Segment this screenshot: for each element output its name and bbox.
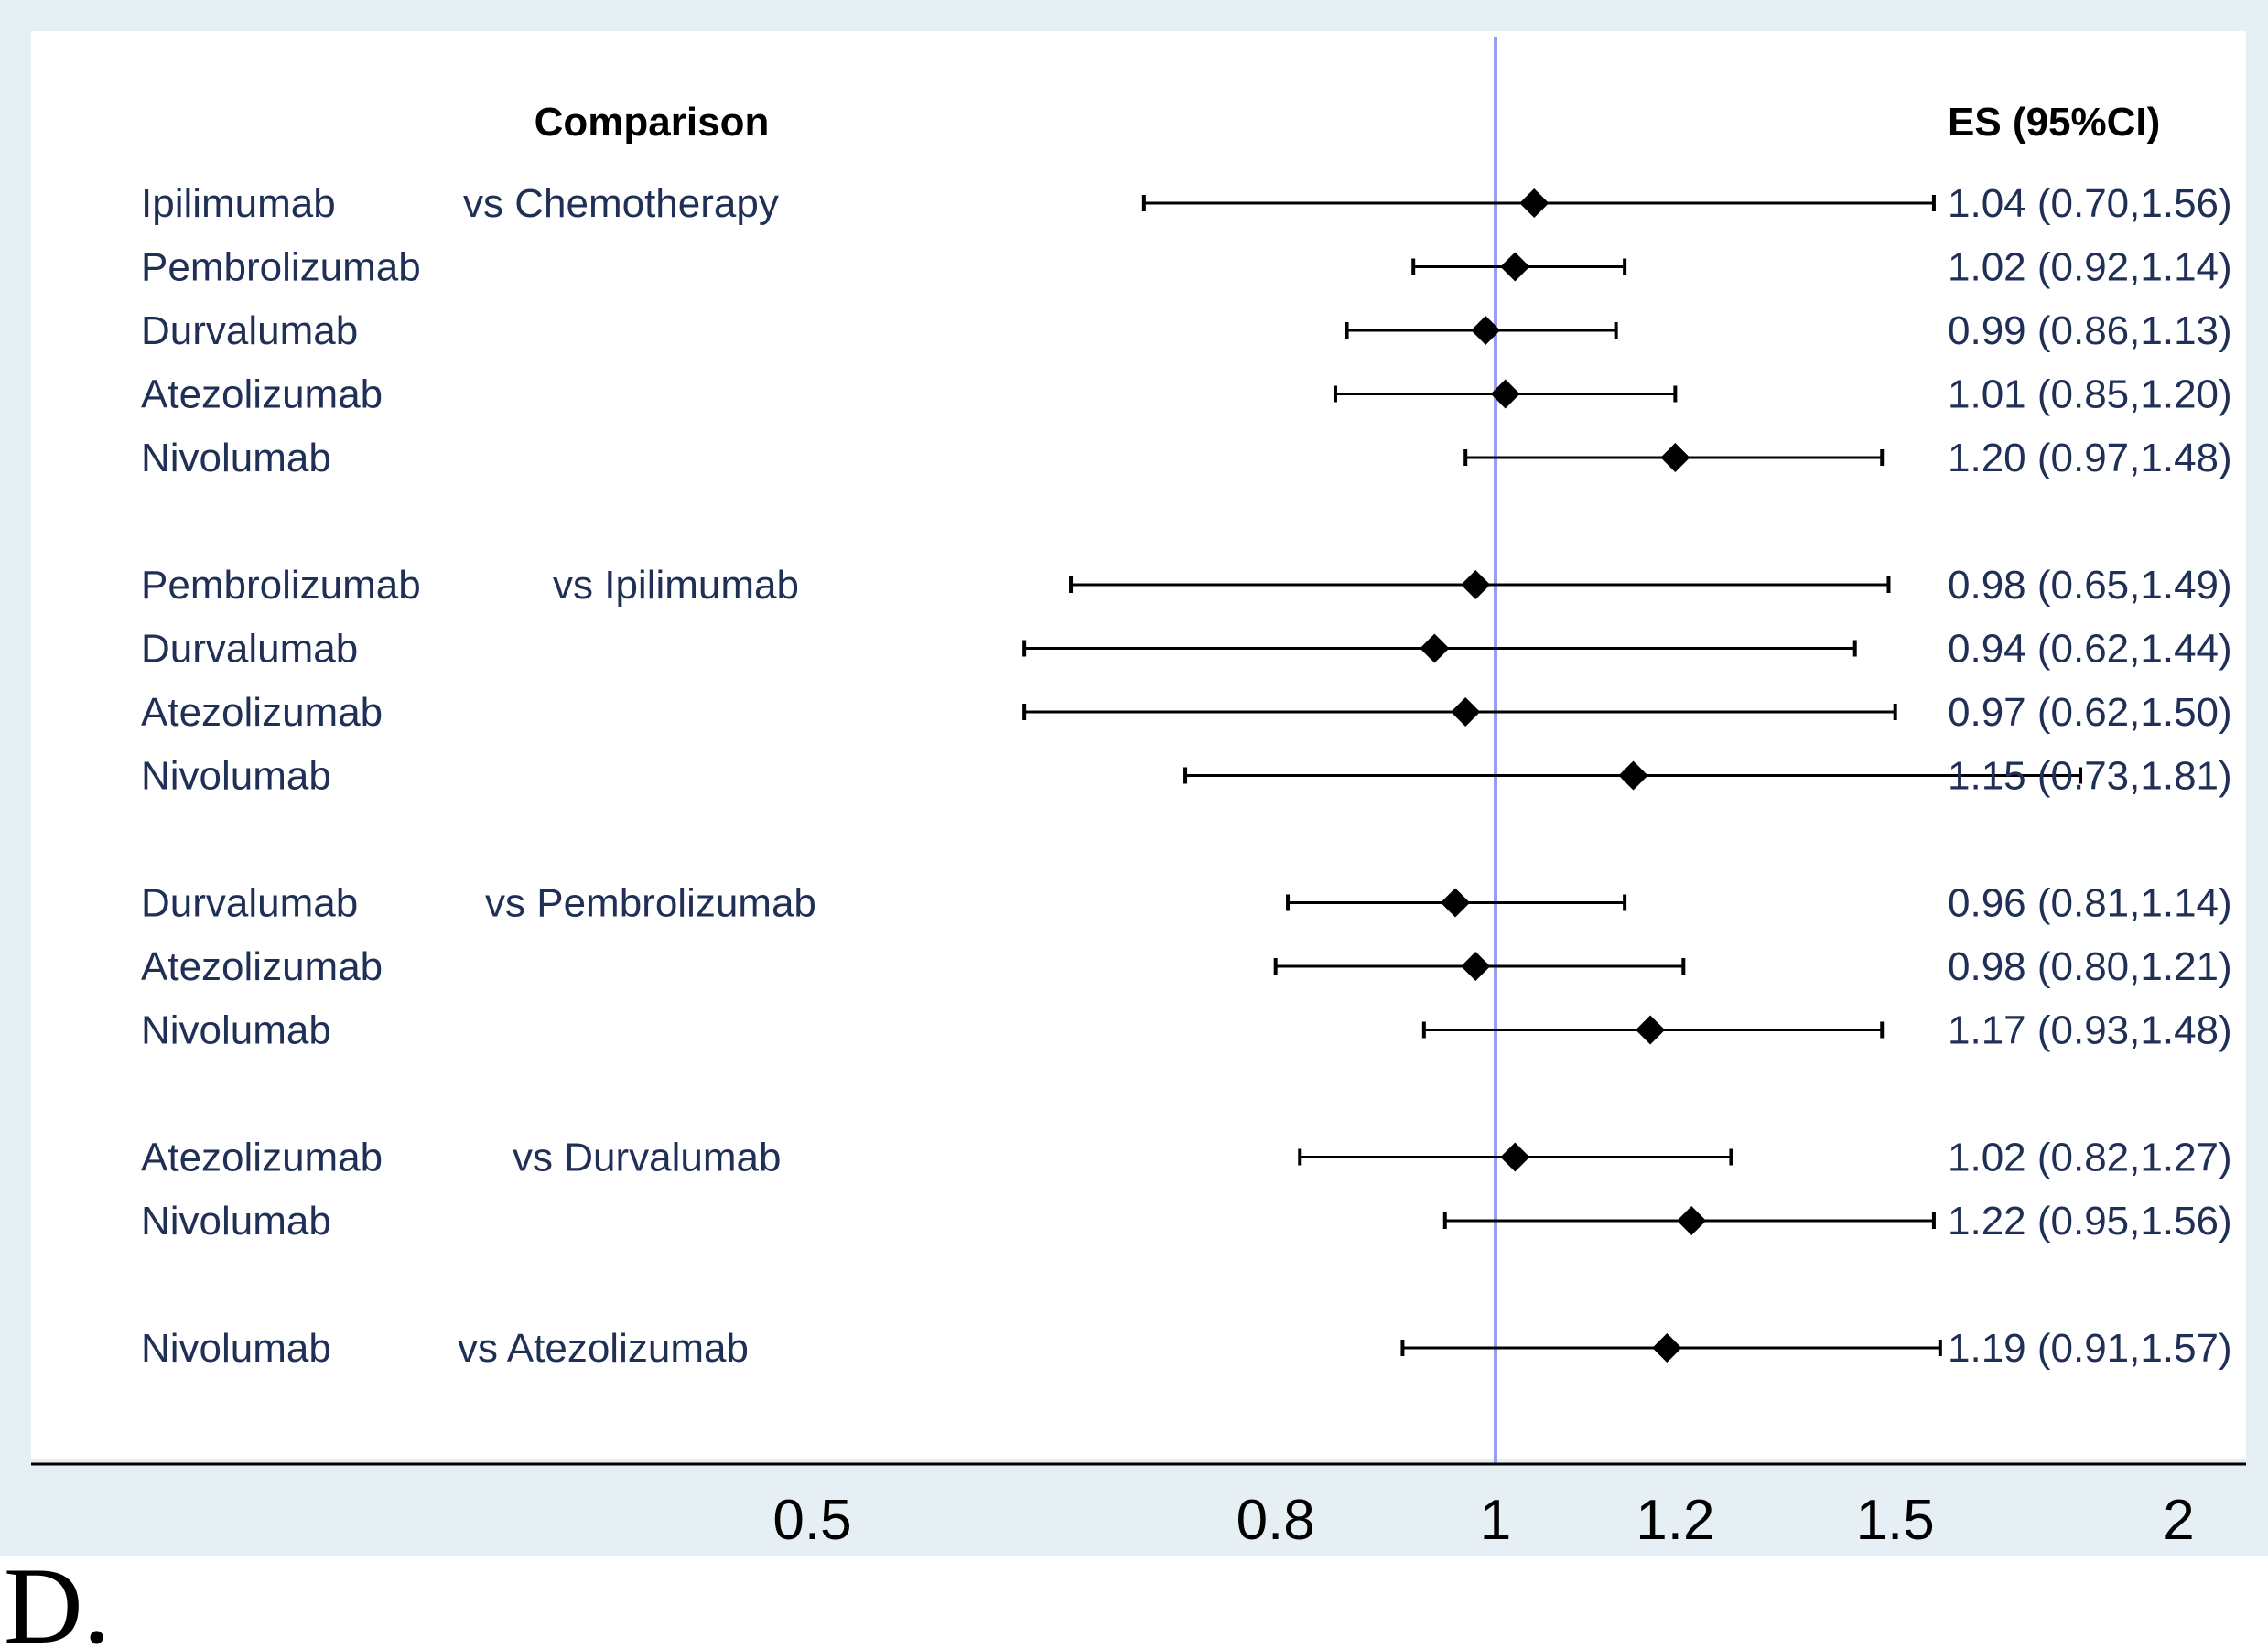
row-es-label: 1.19 (0.91,1.57) — [1948, 1326, 2232, 1371]
point-estimate-marker — [1420, 633, 1450, 663]
forest-row: Durvalumab 0.99 (0.86,1.13) — [141, 308, 2232, 353]
row-drug-label: Durvalumab — [141, 308, 358, 353]
point-estimate-marker — [1461, 952, 1491, 981]
row-es-label: 1.02 (0.92,1.14) — [1948, 245, 2232, 290]
point-estimate-marker — [1618, 760, 1648, 791]
panel-letter: D. — [4, 1545, 111, 1648]
point-estimate-marker — [1660, 443, 1690, 472]
row-comparator-label: vs Pembrolizumab — [485, 881, 816, 926]
row-drug-label: Nivolumab — [141, 436, 331, 480]
x-tick-label: 1 — [1480, 1489, 1511, 1552]
x-tick-label: 0.8 — [1237, 1489, 1315, 1552]
forest-row: Atezolizumab 0.98 (0.80,1.21) — [141, 944, 2232, 989]
x-tick-label: 2 — [2163, 1489, 2194, 1552]
row-drug-label: Pembrolizumab — [141, 563, 421, 608]
point-estimate-marker — [1500, 252, 1530, 282]
point-estimate-marker — [1461, 570, 1491, 599]
forest-row: Nivolumab 1.15 (0.73,1.81) — [141, 754, 2232, 799]
x-axis-ticks: 0.5 0.8 1 1.2 1.5 2 — [772, 1489, 2194, 1552]
row-drug-label: Nivolumab — [141, 1008, 331, 1053]
forest-row: Durvalumab 0.94 (0.62,1.44) — [141, 627, 2232, 672]
row-drug-label: Atezolizumab — [141, 944, 383, 989]
row-drug-label: Nivolumab — [141, 1326, 331, 1371]
row-es-label: 1.22 (0.95,1.56) — [1948, 1199, 2232, 1244]
row-drug-label: Nivolumab — [141, 754, 331, 799]
point-estimate-marker — [1519, 188, 1550, 218]
forest-row: Nivolumab 1.17 (0.93,1.48) — [141, 1008, 2232, 1053]
row-drug-label: Atezolizumab — [141, 690, 383, 735]
row-drug-label: Pembrolizumab — [141, 245, 421, 290]
row-comparator-label: vs Durvalumab — [513, 1136, 781, 1180]
point-estimate-marker — [1490, 379, 1520, 409]
point-estimate-marker — [1451, 697, 1481, 727]
row-drug-label: Atezolizumab — [141, 372, 383, 417]
row-drug-label: Ipilimumab — [141, 181, 336, 226]
header-es: ES (95%CI) — [1948, 100, 2160, 145]
x-tick-label: 0.5 — [772, 1489, 851, 1552]
x-tick-label: 1.2 — [1636, 1489, 1714, 1552]
forest-row: Nivolumab vs Atezolizumab 1.19 (0.91,1.57) — [141, 1326, 2232, 1371]
forest-row: Atezolizumab 0.97 (0.62,1.50) — [141, 690, 2232, 735]
rows: Ipilimumab vs Chemotherapy 1.04 (0.70,1.56… — [141, 181, 2232, 1371]
row-es-label: 1.04 (0.70,1.56) — [1948, 181, 2232, 226]
forest-row: Nivolumab 1.22 (0.95,1.56) — [141, 1199, 2232, 1244]
forest-row: Pembrolizumab 1.02 (0.92,1.14) — [141, 245, 2232, 290]
row-drug-label: Durvalumab — [141, 881, 358, 926]
point-estimate-marker — [1471, 316, 1501, 345]
forest-row: Atezolizumab vs Durvalumab 1.02 (0.82,1.27… — [141, 1136, 2232, 1180]
row-drug-label: Durvalumab — [141, 627, 358, 672]
point-estimate-marker — [1441, 888, 1471, 918]
row-es-label: 0.97 (0.62,1.50) — [1948, 690, 2232, 735]
x-tick-label: 1.5 — [1856, 1489, 1935, 1552]
forest-row: Ipilimumab vs Chemotherapy 1.04 (0.70,1.56… — [141, 181, 2232, 226]
forest-row: Durvalumab vs Pembrolizumab 0.96 (0.81,1.1… — [141, 881, 2232, 926]
forest-row: Atezolizumab 1.01 (0.85,1.20) — [141, 372, 2232, 417]
row-comparator-label: vs Ipilimumab — [553, 563, 799, 608]
row-es-label: 1.20 (0.97,1.48) — [1948, 436, 2232, 480]
row-drug-label: Nivolumab — [141, 1199, 331, 1244]
row-es-label: 1.15 (0.73,1.81) — [1948, 754, 2232, 799]
row-es-label: 1.17 (0.93,1.48) — [1948, 1008, 2232, 1053]
point-estimate-marker — [1677, 1206, 1707, 1235]
row-drug-label: Atezolizumab — [141, 1136, 383, 1180]
point-estimate-marker — [1500, 1142, 1530, 1172]
row-comparator-label: vs Atezolizumab — [458, 1326, 749, 1371]
row-es-label: 0.94 (0.62,1.44) — [1948, 627, 2232, 672]
forest-row: Pembrolizumab vs Ipilimumab 0.98 (0.65,1.4… — [141, 563, 2232, 608]
row-comparator-label: vs Chemotherapy — [463, 181, 779, 226]
forest-row: Nivolumab 1.20 (0.97,1.48) — [141, 436, 2232, 480]
point-estimate-marker — [1652, 1333, 1682, 1363]
row-es-label: 0.98 (0.65,1.49) — [1948, 563, 2232, 608]
row-es-label: 0.96 (0.81,1.14) — [1948, 881, 2232, 926]
row-es-label: 0.99 (0.86,1.13) — [1948, 308, 2232, 353]
row-es-label: 1.01 (0.85,1.20) — [1948, 372, 2232, 417]
row-es-label: 1.02 (0.82,1.27) — [1948, 1136, 2232, 1180]
row-es-label: 0.98 (0.80,1.21) — [1948, 944, 2232, 989]
point-estimate-marker — [1636, 1015, 1666, 1045]
header-comparison: Comparison — [535, 100, 770, 145]
